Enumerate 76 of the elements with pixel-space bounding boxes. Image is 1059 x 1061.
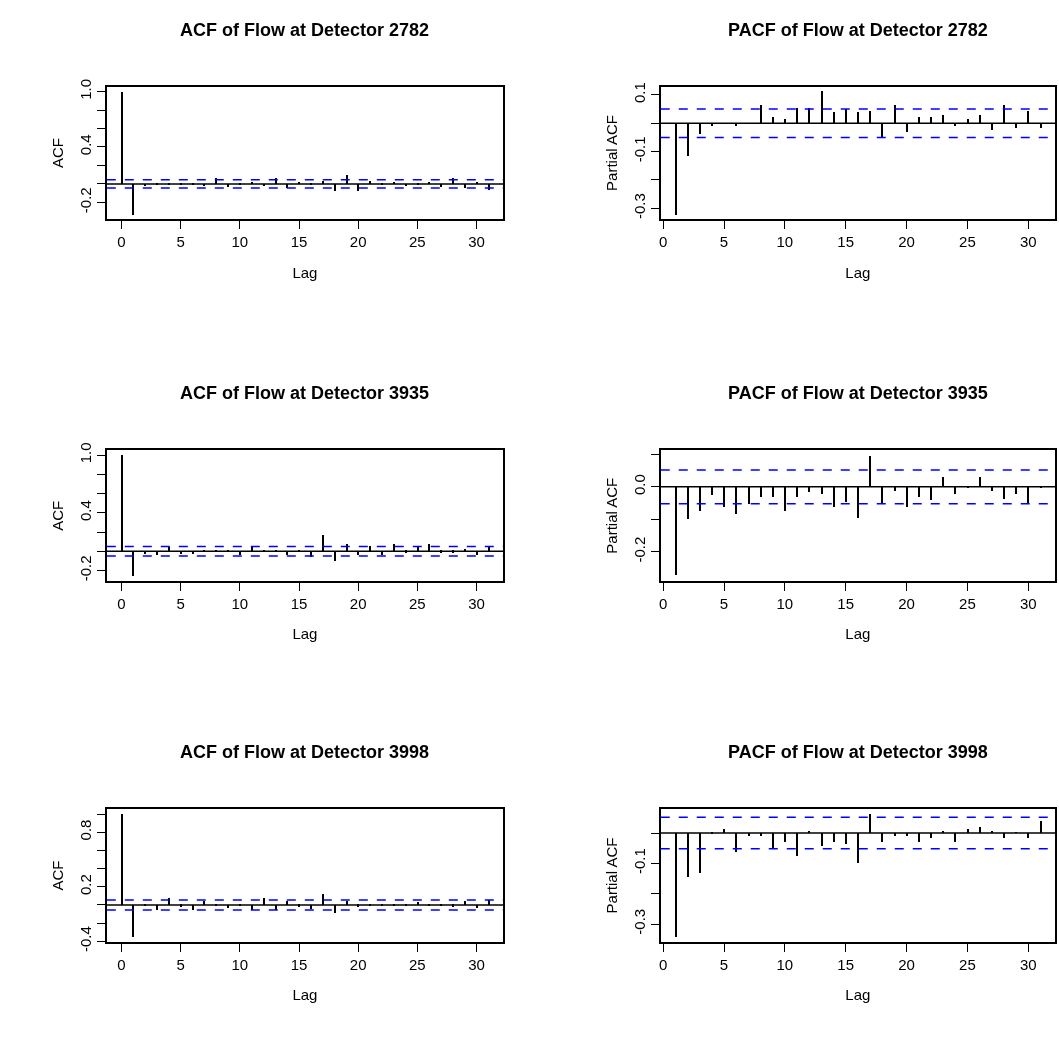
x-tick-label: 30 xyxy=(1019,233,1037,251)
y-tick-label: -0.2 xyxy=(77,555,95,582)
y-axis-title: ACF xyxy=(48,500,66,531)
x-tick-label: 0 xyxy=(117,955,126,973)
y-tick-label: -0.1 xyxy=(631,848,648,875)
x-tick-label: 20 xyxy=(349,955,367,973)
x-tick-label: 25 xyxy=(409,233,426,251)
y-tick-label: 0.8 xyxy=(77,819,95,841)
x-tick-label: 20 xyxy=(898,955,915,973)
x-tick-label: 15 xyxy=(290,955,308,973)
chart-title: ACF of Flow at Detector 3998 xyxy=(180,742,430,762)
y-tick-label: -0.3 xyxy=(631,193,648,219)
x-tick-label: 30 xyxy=(468,233,485,251)
y-tick-label: -0.2 xyxy=(631,536,648,563)
x-axis-title: Lag xyxy=(292,263,318,281)
x-tick-label: 10 xyxy=(231,233,249,251)
y-tick-label: 0.2 xyxy=(77,874,95,895)
x-tick-label: 15 xyxy=(837,233,855,251)
x-axis-title: Lag xyxy=(845,625,871,643)
x-tick-label: 0 xyxy=(659,594,668,612)
x-tick-label: 5 xyxy=(176,233,185,251)
y-tick-label: 1.0 xyxy=(77,442,95,464)
x-axis-title: Lag xyxy=(845,263,871,281)
x-tick-label: 0 xyxy=(659,233,668,251)
y-tick-label: -0.4 xyxy=(77,926,95,953)
x-tick-label: 5 xyxy=(176,594,185,612)
x-tick-label: 15 xyxy=(290,594,308,612)
x-tick-label: 15 xyxy=(837,955,855,973)
x-axis-title: Lag xyxy=(292,625,318,643)
x-tick-label: 30 xyxy=(1019,594,1037,612)
x-tick-label: 0 xyxy=(117,594,126,612)
y-tick-label: 1.0 xyxy=(77,78,95,100)
x-tick-label: 5 xyxy=(719,955,729,973)
x-tick-label: 25 xyxy=(959,233,976,251)
x-tick-label: 5 xyxy=(719,233,729,251)
y-axis-title: ACF xyxy=(48,138,66,168)
y-tick-label: -0.2 xyxy=(77,187,95,214)
x-tick-label: 20 xyxy=(898,594,915,612)
x-tick-label: 10 xyxy=(776,955,794,973)
y-tick-label: 0.4 xyxy=(77,500,95,522)
y-tick-label: -0.1 xyxy=(631,136,648,163)
x-tick-label: 30 xyxy=(468,594,485,612)
x-tick-label: 0 xyxy=(117,233,126,251)
x-tick-label: 10 xyxy=(231,594,249,612)
x-tick-label: 10 xyxy=(776,594,794,612)
x-tick-label: 30 xyxy=(1019,955,1037,973)
x-tick-label: 25 xyxy=(959,594,976,612)
chart-title: PACF of Flow at Detector 3998 xyxy=(728,742,988,762)
x-tick-label: 20 xyxy=(349,233,367,251)
y-axis-title: Partial ACF xyxy=(602,115,620,191)
x-axis-title: Lag xyxy=(845,986,871,1004)
x-tick-label: 5 xyxy=(176,955,185,973)
x-tick-label: 25 xyxy=(409,594,426,612)
chart-title: PACF of Flow at Detector 3935 xyxy=(728,383,988,403)
x-tick-label: 25 xyxy=(409,955,426,973)
y-axis-title: ACF xyxy=(48,860,66,891)
y-tick-label: 0.0 xyxy=(631,474,648,495)
x-tick-label: 10 xyxy=(231,955,249,973)
x-tick-label: 5 xyxy=(719,594,729,612)
chart-title: ACF of Flow at Detector 2782 xyxy=(180,20,430,40)
y-axis-title: Partial ACF xyxy=(602,477,620,554)
y-tick-label: -0.3 xyxy=(631,908,648,935)
y-tick-label: 0.4 xyxy=(77,134,95,156)
x-tick-label: 20 xyxy=(349,594,367,612)
x-tick-label: 25 xyxy=(959,955,976,973)
x-tick-label: 15 xyxy=(290,233,308,251)
x-tick-label: 10 xyxy=(776,233,794,251)
x-tick-label: 20 xyxy=(898,233,915,251)
x-axis-title: Lag xyxy=(292,986,318,1004)
y-tick-label: 0.1 xyxy=(631,82,648,104)
y-axis-title: Partial ACF xyxy=(602,837,620,914)
chart-title: PACF of Flow at Detector 2782 xyxy=(728,20,988,40)
chart-title: ACF of Flow at Detector 3935 xyxy=(180,383,430,403)
x-tick-label: 0 xyxy=(659,955,668,973)
x-tick-label: 15 xyxy=(837,594,855,612)
x-tick-label: 30 xyxy=(468,955,485,973)
